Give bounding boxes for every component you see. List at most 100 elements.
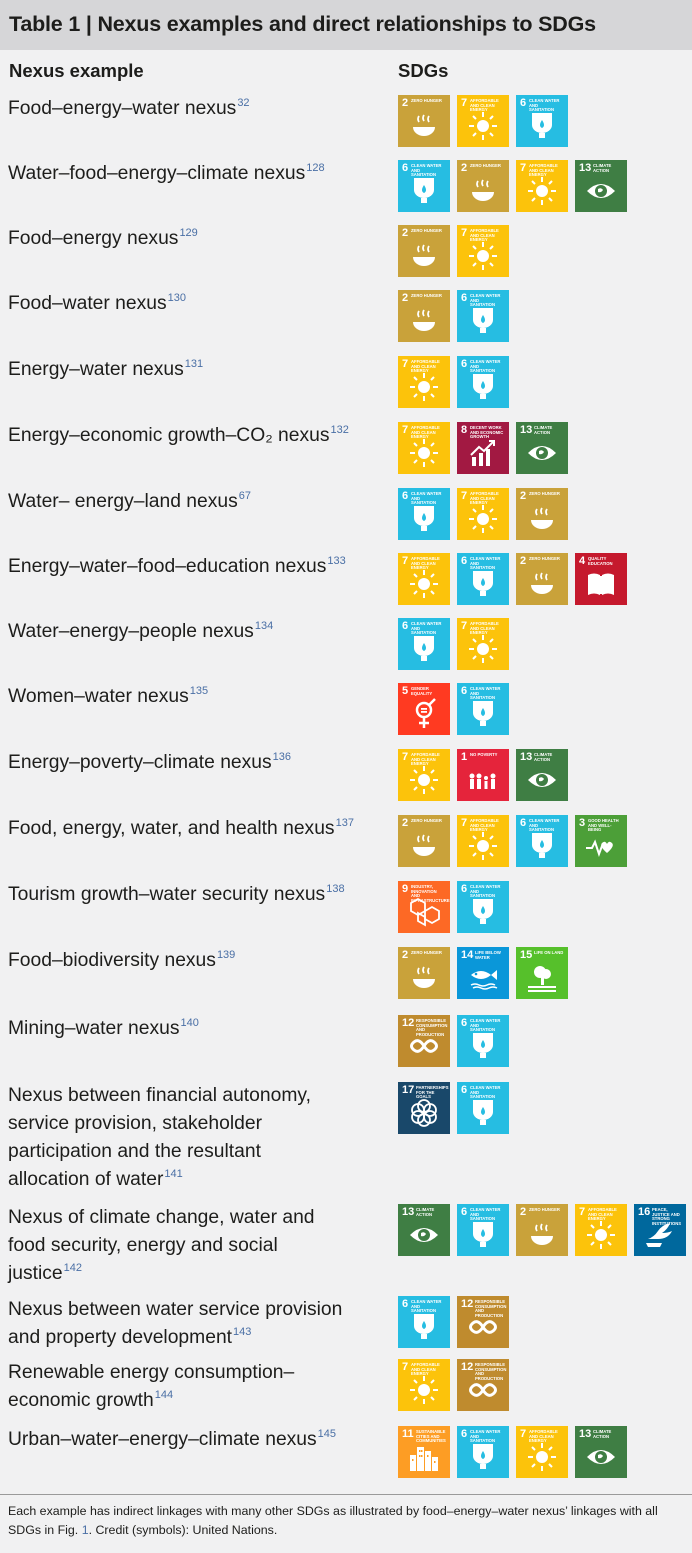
nexus-example-text: Water–food–energy–climate nexus (8, 163, 306, 184)
sdg-6-tile: 6 Clean Water and Sanitation (457, 1426, 509, 1478)
sdg-number: 2 (402, 97, 409, 109)
nexus-example-text: Urban–water–energy–climate nexus (8, 1429, 317, 1450)
reference-number[interactable]: 130 (167, 292, 186, 304)
sdg-number: 6 (402, 162, 409, 174)
sdg-goal-name: Sustainable Cities and Communities (416, 1429, 446, 1444)
sdg-number: 6 (461, 555, 468, 567)
sdg-goal-name: Climate Action (593, 1429, 612, 1439)
sdg-number: 6 (461, 1428, 468, 1440)
sdg-number: 13 (402, 1206, 415, 1218)
sdg-number: 13 (520, 751, 533, 763)
sdg-6-tile: 6 Clean Water and Sanitation (457, 683, 509, 735)
sdg-7-tile: 7 Affordable and Clean Energy (575, 1204, 627, 1256)
sdg-goal-name: Clean Water and Sanitation (470, 686, 501, 701)
reference-number[interactable]: 129 (179, 227, 198, 239)
nexus-example-label: Energy–economic growth–CO₂ nexus132 (8, 422, 378, 450)
footnote-text-before: Each example has indirect linkages with … (8, 1504, 658, 1537)
nexus-example-text: Energy–economic growth–CO₂ nexus (8, 425, 330, 446)
nexus-example-text: Women–water nexus (8, 686, 189, 707)
sdg-goal-name: Affordable and Clean Energy (529, 1429, 558, 1444)
reference-number[interactable]: 32 (237, 97, 250, 109)
nexus-example-text: food security, energy and social (8, 1235, 278, 1256)
reference-number[interactable]: 138 (326, 883, 345, 895)
nexus-example-label: Nexus between financial autonomy, service… (8, 1082, 378, 1194)
figure-reference-link[interactable]: 1 (81, 1523, 89, 1537)
reference-number[interactable]: 132 (330, 424, 349, 436)
sdg-number: 7 (520, 162, 527, 174)
sdg-7-tile: 7 Affordable and Clean Energy (457, 95, 509, 147)
sdg-goal-name: Affordable and Clean Energy (411, 1362, 440, 1377)
sdg-7-tile: 7 Affordable and Clean Energy (398, 553, 450, 605)
sdg-goal-name: Clean Water and Sanitation (470, 1018, 501, 1033)
sdg-goal-name: Affordable and Clean Energy (470, 621, 499, 636)
sdg-3-tile: 3 Good Health and Well-Being (575, 815, 627, 867)
sdg-13-tile: 13 Climate Action (516, 422, 568, 474)
reference-number[interactable]: 136 (272, 751, 292, 763)
nexus-example-text: Food–water nexus (8, 293, 167, 314)
sdg-number: 6 (461, 1084, 468, 1096)
sdg-number: 2 (402, 227, 409, 239)
sdg-goal-name: Affordable and Clean Energy (588, 1207, 617, 1222)
sdg-goal-name: Climate Action (416, 1207, 435, 1217)
sdg-goal-name: Affordable and Clean Energy (529, 163, 558, 178)
reference-number[interactable]: 137 (335, 817, 354, 829)
nexus-example-text: justice (8, 1263, 63, 1284)
sdg-number: 2 (520, 1206, 527, 1218)
reference-number[interactable]: 128 (306, 162, 325, 174)
sdg-13-tile: 13 Climate Action (516, 749, 568, 801)
reference-number[interactable]: 67 (238, 490, 251, 502)
reference-number[interactable]: 144 (154, 1389, 174, 1401)
sdg-16-tile: 16 Peace, Justice and Strong Institutions (634, 1204, 686, 1256)
reference-number[interactable]: 143 (233, 1326, 252, 1338)
sdg-6-tile: 6 Clean Water and Sanitation (457, 356, 509, 408)
table-header-row: Nexus example SDGs (0, 60, 692, 84)
sdg-number: 7 (461, 490, 468, 502)
sdg-6-tile: 6 Clean Water and Sanitation (398, 1296, 450, 1348)
reference-number[interactable]: 133 (327, 555, 346, 567)
column-header-nexus: Nexus example (9, 60, 144, 81)
sdg-goal-name: Zero Hunger (411, 950, 442, 955)
nexus-example-label: Women–water nexus135 (8, 683, 378, 711)
sdg-number: 14 (461, 949, 474, 961)
reference-number[interactable]: 135 (189, 685, 209, 697)
sdg-6-tile: 6 Clean Water and Sanitation (516, 815, 568, 867)
sdg-goal-name: Responsible Consumption and Production (475, 1362, 507, 1381)
sdg-2-tile: 2 Zero Hunger (398, 815, 450, 867)
nexus-example-text: Nexus between financial autonomy, (8, 1085, 311, 1106)
nexus-example-label: Nexus between water service provision and… (8, 1296, 378, 1352)
reference-number[interactable]: 141 (164, 1168, 183, 1180)
sdg-number: 7 (461, 817, 468, 829)
sdg-goal-name: Affordable and Clean Energy (411, 752, 440, 767)
reference-number[interactable]: 140 (180, 1017, 199, 1029)
table-footnote: Each example has indirect linkages with … (8, 1502, 684, 1540)
sdg-7-tile: 7 Affordable and Clean Energy (398, 1359, 450, 1411)
sdg-number: 2 (402, 949, 409, 961)
nexus-example-text: Water–energy–people nexus (8, 621, 254, 642)
sdg-goal-name: Zero Hunger (529, 1207, 560, 1212)
nexus-example-text: Food–energy nexus (8, 228, 179, 249)
nexus-example-label: Water–energy–people nexus134 (8, 618, 378, 646)
sdg-6-tile: 6 Clean Water and Sanitation (457, 1204, 509, 1256)
nexus-example-text: Nexus between water service provision (8, 1299, 343, 1320)
reference-number[interactable]: 134 (254, 620, 274, 632)
sdg-goal-name: Zero Hunger (470, 163, 501, 168)
sdg-4-tile: 4 Quality Education (575, 553, 627, 605)
sdg-goal-name: Climate Action (534, 425, 553, 435)
sdg-2-tile: 2 Zero Hunger (516, 553, 568, 605)
reference-number[interactable]: 145 (317, 1428, 337, 1440)
sdg-7-tile: 7 Affordable and Clean Energy (457, 488, 509, 540)
sdg-goal-name: Affordable and Clean Energy (470, 818, 499, 833)
sdg-11-tile: 11 Sustainable Cities and Communities (398, 1426, 450, 1478)
nexus-example-text: Mining–water nexus (8, 1018, 180, 1039)
reference-number[interactable]: 139 (216, 949, 236, 961)
sdg-goal-name: Decent Work and Economic Growth (470, 425, 504, 440)
sdg-number: 6 (461, 1206, 468, 1218)
sdg-6-tile: 6 Clean Water and Sanitation (457, 1082, 509, 1134)
sdg-5-tile: 5 Gender Equality (398, 683, 450, 735)
reference-number[interactable]: 131 (184, 358, 204, 370)
reference-number[interactable]: 142 (63, 1262, 83, 1274)
nexus-example-text: Food–biodiversity nexus (8, 950, 216, 971)
nexus-example-label: Mining–water nexus140 (8, 1015, 378, 1043)
sdg-7-tile: 7 Affordable and Clean Energy (516, 1426, 568, 1478)
sdg-goal-name: Zero Hunger (529, 556, 560, 561)
